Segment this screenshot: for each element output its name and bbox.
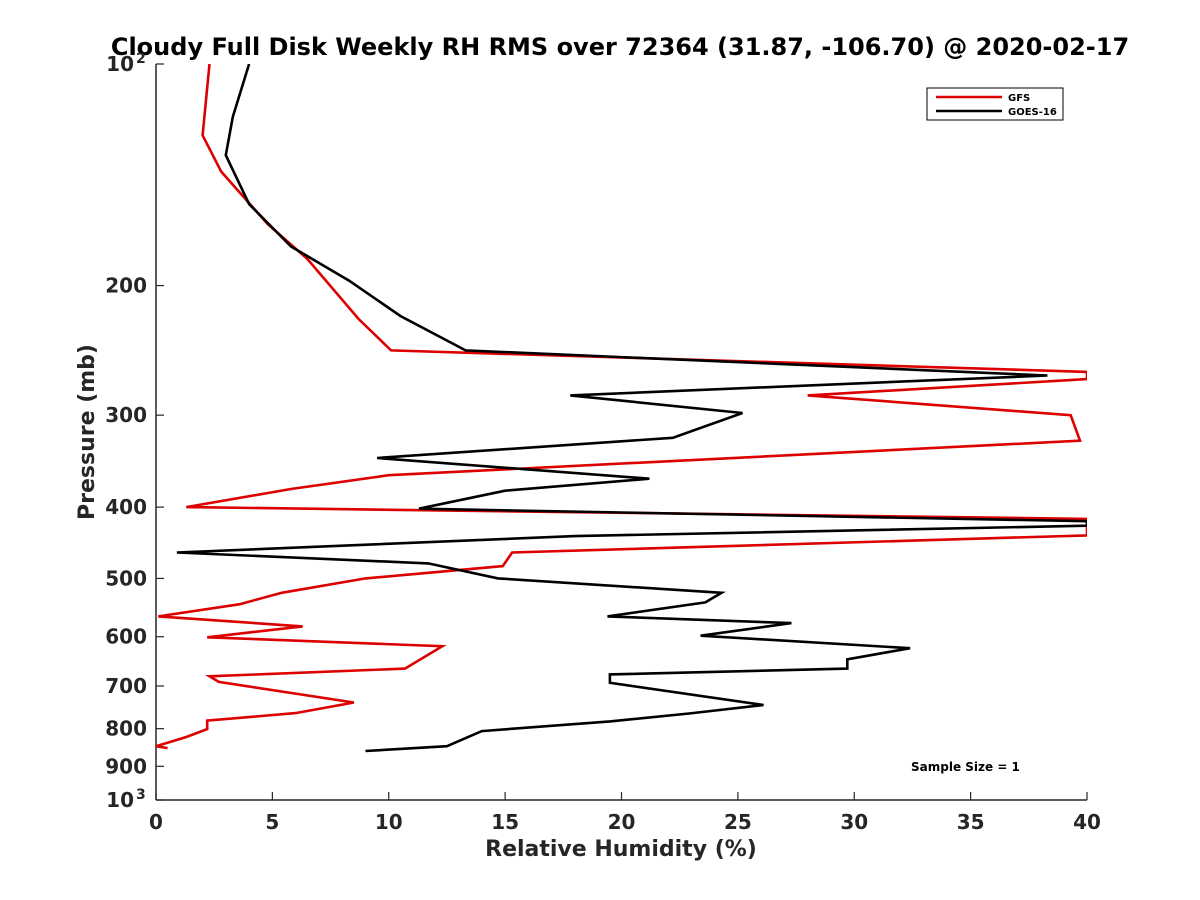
y-tick-label: 200 <box>105 274 147 298</box>
x-tick-label: 30 <box>840 810 868 834</box>
legend: GFS GOES-16 <box>926 87 1064 121</box>
x-tick-label: 10 <box>375 810 403 834</box>
legend-entries: GFS GOES-16 <box>936 93 1057 118</box>
y-tick-label: 600 <box>105 625 147 649</box>
y-tick-label: 10 <box>106 788 134 812</box>
series-lines <box>156 64 1087 753</box>
x-tick-label: 0 <box>149 810 163 834</box>
series-line-gfs <box>156 64 1087 750</box>
legend-label-goes-16: GOES-16 <box>1008 107 1057 118</box>
y-tick-label: 900 <box>105 754 147 778</box>
chart-title: Cloudy Full Disk Weekly RH RMS over 7236… <box>111 33 1129 61</box>
x-tick-label: 15 <box>491 810 519 834</box>
legend-box <box>926 87 1064 121</box>
x-tick-label: 35 <box>957 810 985 834</box>
y-tick-label: 300 <box>105 403 147 427</box>
x-tick-label: 20 <box>608 810 636 834</box>
sample-size-annotation: Sample Size = 1 <box>911 760 1020 774</box>
x-tick-label: 40 <box>1073 810 1101 834</box>
legend-label-gfs: GFS <box>1008 93 1030 104</box>
x-axis-ticks: 0 5 10 15 20 25 30 35 40 <box>149 792 1101 834</box>
x-tick-label: 25 <box>724 810 752 834</box>
y-axis-label: Pressure (mb) <box>75 344 100 520</box>
y-tick-label: 10 <box>106 52 134 76</box>
y-tick-exponent: 3 <box>136 787 146 803</box>
series-line-goes-16 <box>176 64 1087 753</box>
y-tick-label: 400 <box>105 495 147 519</box>
y-tick-exponent: 2 <box>136 51 146 67</box>
y-tick-label: 800 <box>105 717 147 741</box>
y-tick-label: 700 <box>105 674 147 698</box>
y-tick-label: 500 <box>105 566 147 590</box>
x-tick-label: 5 <box>265 810 279 834</box>
x-axis-label: Relative Humidity (%) <box>485 837 757 862</box>
